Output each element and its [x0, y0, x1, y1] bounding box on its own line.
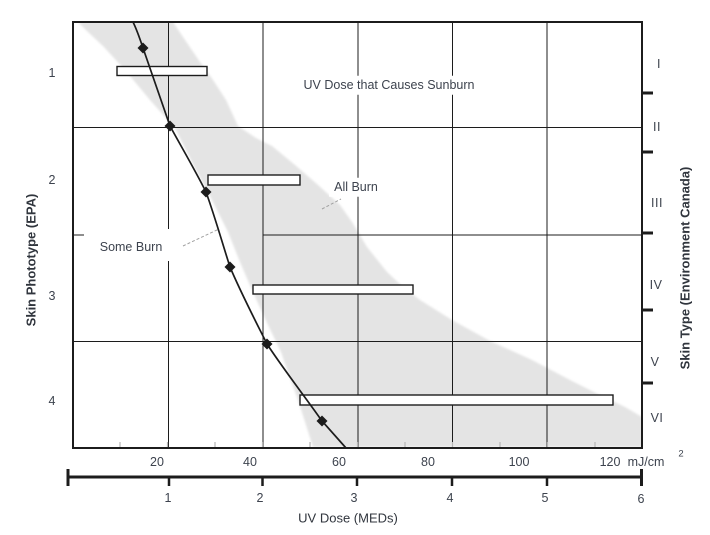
skin-type-tick-i: I — [657, 56, 661, 71]
skin-type-boundary-ticks — [642, 91, 653, 385]
mj-tick-120: 120 — [599, 454, 621, 469]
mj-unit-superscript: 2 — [678, 448, 684, 460]
all-burn-label: All Burn — [329, 177, 383, 197]
data-point-diamonds — [137, 42, 328, 427]
mj-unit-label: mJ/cm — [627, 454, 665, 469]
skin-type-tick-iv: IV — [649, 277, 663, 292]
all-burn-leader-line — [321, 198, 342, 210]
mj-tick-80: 80 — [421, 454, 435, 469]
right-axis-title: Skin Type (Environment Canada) — [677, 166, 693, 370]
plot-border — [72, 21, 643, 449]
data-point-diamond — [164, 120, 176, 132]
some-burn-label: Some Burn — [94, 237, 168, 257]
range-bar-epa-2 — [207, 174, 301, 186]
range-bar-epa-4 — [299, 394, 614, 406]
shaded-burn-range-band — [78, 22, 642, 447]
data-point-diamond — [137, 42, 149, 54]
left-axis-title: Skin Phototype (EPA) — [23, 193, 39, 327]
mj-tick-40: 40 — [243, 454, 257, 469]
annotation-leader-lines — [182, 198, 342, 247]
skin-type-tick-vi: VI — [650, 410, 664, 425]
mj-tick-60: 60 — [332, 454, 346, 469]
dose-range-bars — [116, 65, 614, 406]
med-tick-4: 4 — [446, 490, 454, 505]
range-bar-epa-3 — [252, 284, 414, 295]
med-tick-5: 5 — [541, 490, 549, 505]
mj-tick-20: 20 — [150, 454, 164, 469]
range-bar-epa-1 — [116, 65, 208, 77]
data-point-diamond — [224, 261, 236, 273]
med-tick-6: 6 — [637, 491, 645, 506]
data-point-diamond — [316, 415, 328, 427]
med-tick-2: 2 — [256, 490, 264, 505]
med-tick-3: 3 — [350, 490, 358, 505]
skin-type-tick-v: V — [650, 354, 660, 369]
some-burn-leader-line — [182, 228, 220, 247]
epa-tick-3: 3 — [48, 288, 56, 303]
meds-axis — [66, 469, 643, 486]
skin-type-tick-ii: II — [653, 119, 661, 134]
epa-tick-2: 2 — [48, 172, 56, 187]
data-point-diamond — [200, 186, 212, 198]
epa-tick-4: 4 — [48, 393, 56, 408]
mj-tick-100: 100 — [508, 454, 530, 469]
skin-type-tick-iii: III — [651, 195, 663, 210]
chart-annotation-title: UV Dose that Causes Sunburn — [298, 75, 480, 95]
data-point-diamond — [261, 338, 273, 350]
epa-tick-1: 1 — [48, 65, 56, 80]
med-tick-1: 1 — [164, 490, 172, 505]
minor-ticks-bottom — [119, 442, 596, 448]
bottom-axis-title: UV Dose (MEDs) — [298, 510, 398, 526]
sunburn-threshold-curve — [132, 21, 347, 449]
